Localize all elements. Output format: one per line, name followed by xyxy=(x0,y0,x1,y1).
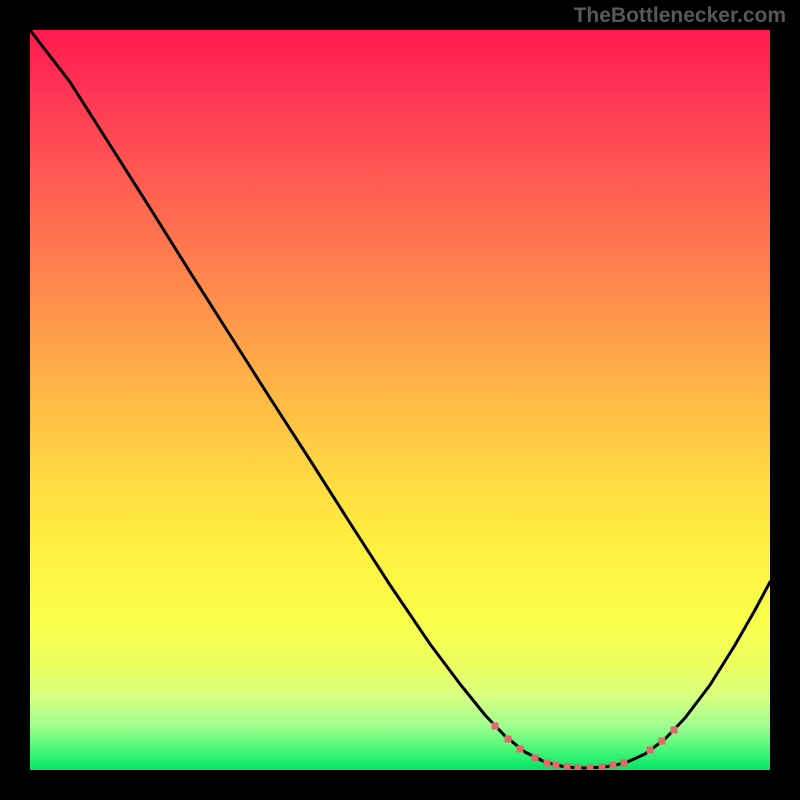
curve-marker xyxy=(621,760,628,767)
curve-marker xyxy=(564,764,571,771)
curve-markers xyxy=(492,723,678,771)
curve-marker xyxy=(610,762,617,769)
curve-marker xyxy=(575,765,582,771)
curve-marker xyxy=(553,762,560,769)
curve-marker xyxy=(587,765,594,771)
curve-marker xyxy=(659,738,666,745)
curve-marker xyxy=(599,764,606,771)
curve-marker xyxy=(544,760,551,767)
curve-marker xyxy=(505,736,512,743)
curve-marker xyxy=(492,723,499,730)
curve-marker xyxy=(647,747,654,754)
curve-marker xyxy=(671,727,678,734)
curve-marker xyxy=(532,755,539,762)
curve-marker xyxy=(517,746,524,753)
bottleneck-curve xyxy=(30,30,770,768)
chart-curve-layer xyxy=(30,30,770,770)
watermark-text: TheBottlenecker.com xyxy=(574,4,786,28)
chart-plot-area xyxy=(30,30,770,770)
